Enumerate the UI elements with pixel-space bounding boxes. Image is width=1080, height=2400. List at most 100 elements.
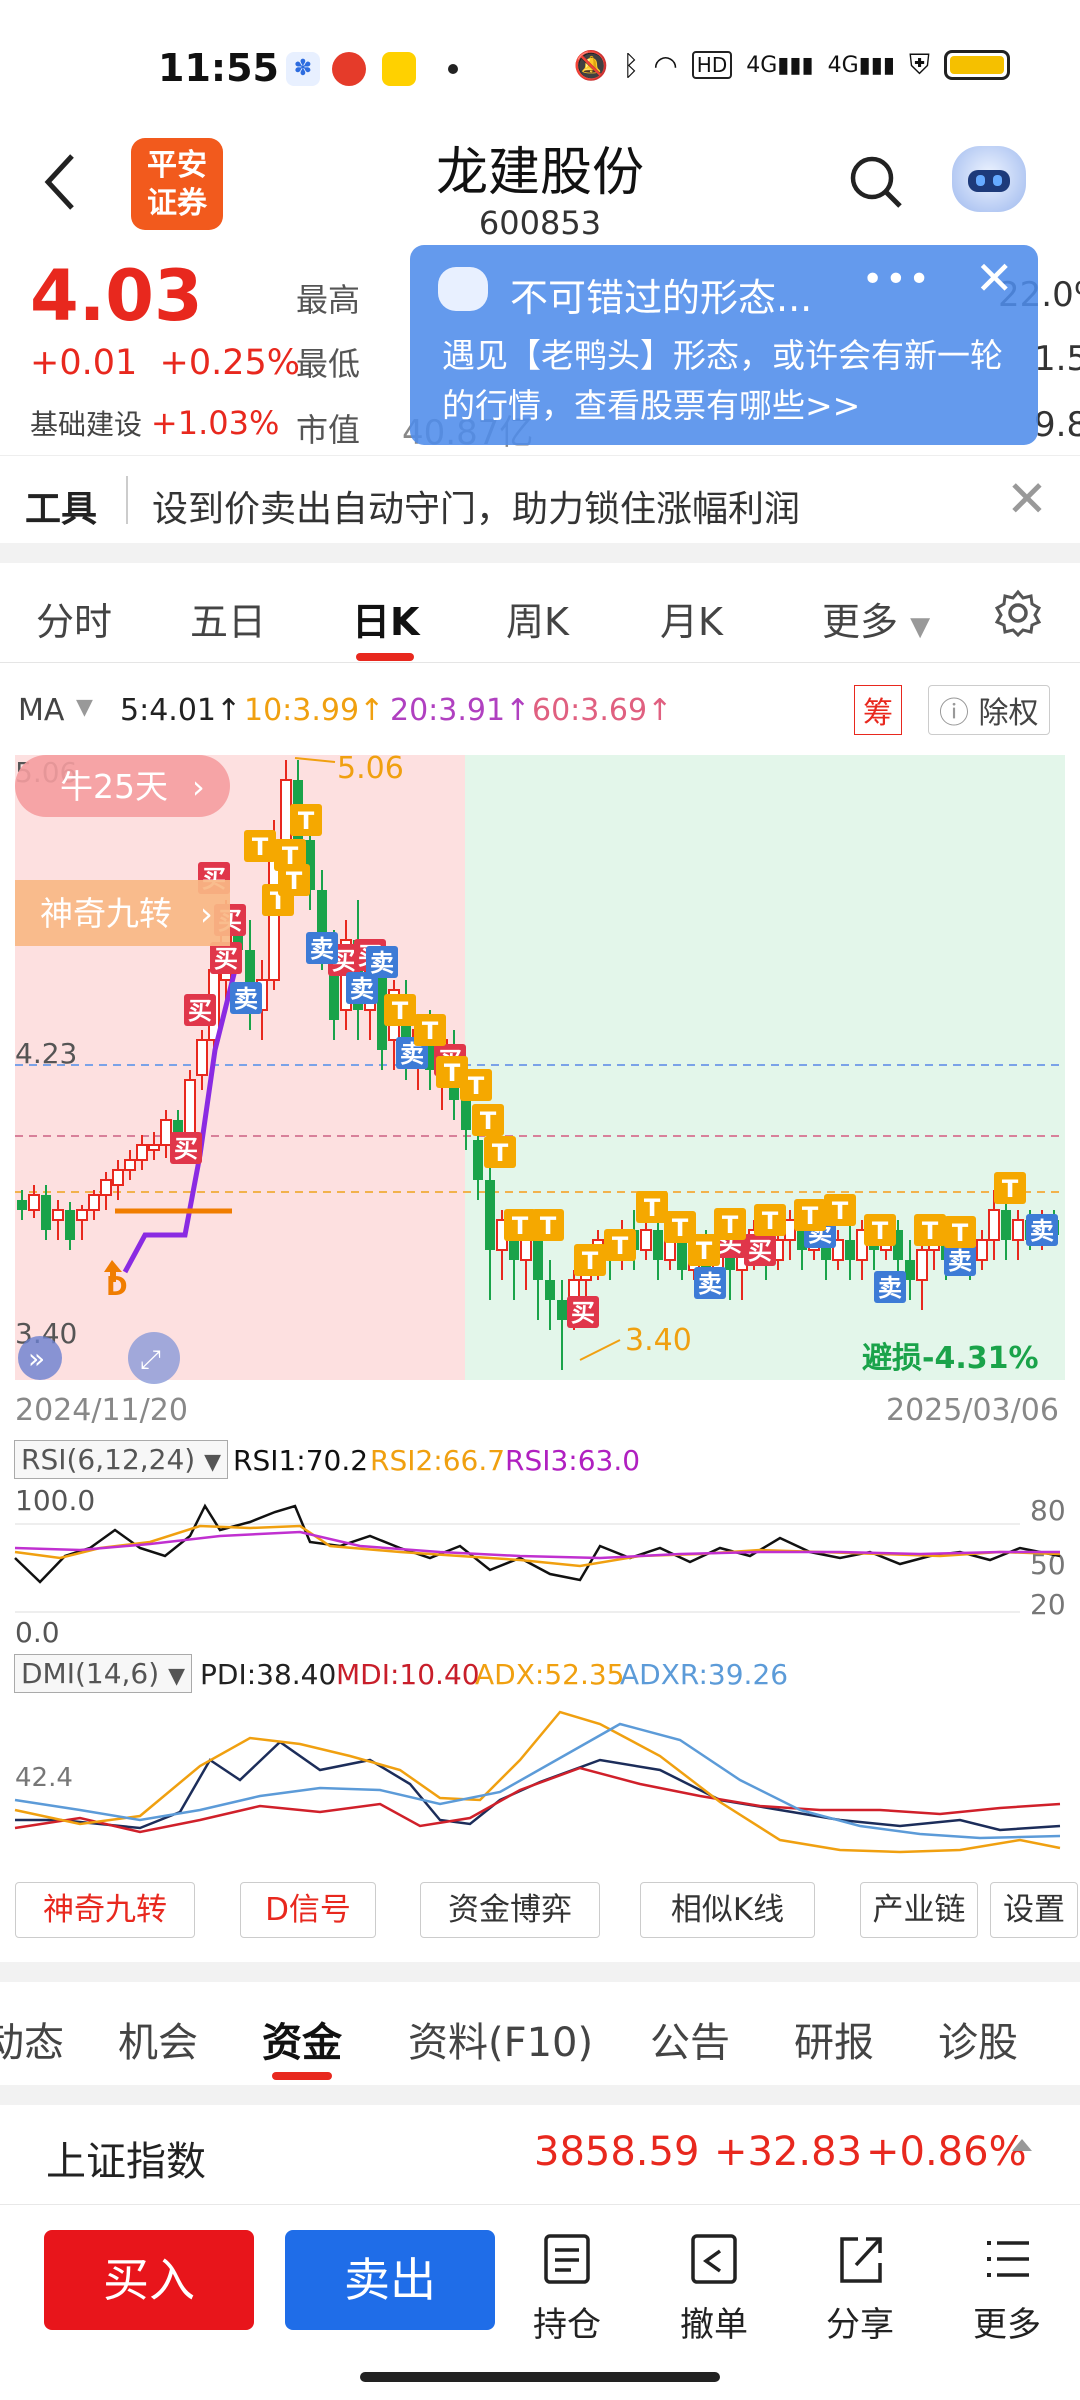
expand-up-icon[interactable]	[1012, 2139, 1032, 2151]
chip-d-signal[interactable]: D信号	[240, 1882, 376, 1938]
back-button[interactable]	[40, 150, 80, 225]
holdings-label: 持仓	[533, 2305, 601, 2345]
pdi-value: PDI:38.40	[200, 1658, 337, 1691]
pattern-popup[interactable]: 不可错过的形态... ••• ✕ 遇见【老鸭头】形态，或许会有新一轮的行情，查看…	[410, 245, 1038, 445]
adxr-line	[14, 1722, 1061, 1840]
candle-body	[377, 970, 387, 1050]
tab-diagnosis[interactable]: 诊股	[938, 2020, 1018, 2066]
stop-loss-label: 避损-4.31%	[862, 1341, 1039, 1376]
broker-logo[interactable]: 平安 证券	[131, 138, 223, 230]
nine-turn-badge[interactable]: 神奇九转	[40, 894, 172, 933]
dmi-legend[interactable]: DMI(14,6) ▼ PDI:38.40 MDI:10.40 ADX:52.3…	[0, 1654, 1080, 1699]
rsi-selector[interactable]: RSI(6,12,24) ▼	[14, 1440, 229, 1479]
bull-days-badge-bg[interactable]	[15, 755, 230, 817]
tab-dynamics[interactable]: 动态	[0, 2020, 64, 2066]
sell-signal-tag	[874, 1271, 906, 1303]
bull-zone	[15, 755, 465, 1380]
buy-button[interactable]: 买入	[44, 2230, 254, 2330]
mdi-line	[14, 1766, 1061, 1834]
tab-weekly-k[interactable]: 周K	[506, 600, 569, 644]
signal-tag-label: T	[512, 1212, 529, 1240]
adxr-value: ADXR:39.26	[620, 1658, 789, 1691]
chip-fund-game[interactable]: 资金博弈	[420, 1882, 600, 1938]
candle-body	[976, 1239, 988, 1261]
chip-similar-k[interactable]: 相似K线	[640, 1882, 815, 1938]
fullscreen-icon[interactable]	[128, 1332, 180, 1384]
signal-tag-label: T	[612, 1232, 629, 1260]
bull-days-badge[interactable]: 牛25天	[60, 767, 168, 806]
settings-gear-icon[interactable]	[994, 589, 1042, 637]
search-icon[interactable]	[848, 154, 904, 210]
date-end: 2025/03/06	[886, 1393, 1059, 1428]
more-button[interactable]: 更多	[957, 2233, 1057, 2346]
status-indicators: 🔕 ᛒ ◠ HD 4G▮▮▮ 4G▮▮▮ ⛨	[574, 48, 1010, 82]
assistant-robot-icon[interactable]	[952, 146, 1026, 212]
popup-body[interactable]: 遇见【老鸭头】形态，或许会有新一轮的行情，查看股票有哪些>>	[442, 336, 1003, 425]
chip-distribution-button[interactable]: 筹	[854, 685, 902, 735]
chip-nine-turn[interactable]: 神奇九转	[15, 1882, 195, 1938]
sell-signal-tag	[366, 946, 398, 978]
signal-tag-label: T	[802, 1202, 819, 1230]
signal-tags: 买买买买买买买买买买买卖卖卖卖卖卖卖卖卖卖TTTTTTTTTTTTTTTTTTT…	[170, 804, 1058, 1328]
ma5-value: 5:4.01↑	[120, 693, 242, 728]
index-change-pct: +0.86%	[866, 2129, 1027, 2175]
tab-more[interactable]: 更多 ▼	[822, 600, 931, 644]
chevron-left-icon	[44, 154, 74, 210]
tab-research[interactable]: 研报	[794, 2020, 874, 2066]
ma-dropdown-icon[interactable]: ▼	[76, 695, 93, 720]
candle-body	[196, 1039, 208, 1076]
cancel-order-icon	[691, 2234, 737, 2284]
info-icon: ⓘ	[939, 696, 969, 731]
tab-announcements[interactable]: 公告	[650, 2020, 730, 2066]
dmi-selector[interactable]: DMI(14,6) ▼	[14, 1654, 192, 1693]
popup-close-icon[interactable]: ✕	[975, 251, 1014, 305]
tab-five-day[interactable]: 五日	[190, 600, 267, 644]
candle-body	[533, 1240, 543, 1280]
section-divider	[0, 2085, 1080, 2105]
signal-tag-label: T	[1002, 1175, 1019, 1203]
high-marker: 5.06	[337, 751, 404, 786]
tab-intraday[interactable]: 分时	[36, 600, 113, 644]
tool-text[interactable]: 设到价卖出自动守门，助力锁住涨幅利润	[152, 489, 801, 530]
index-ticker[interactable]: 上证指数 3858.59 +32.83 +0.86%	[0, 2105, 1080, 2205]
candle-body	[832, 1239, 844, 1261]
chip-settings[interactable]: 设置	[990, 1882, 1078, 1938]
tab-f10[interactable]: 资料(F10)	[408, 2020, 594, 2066]
sell-button[interactable]: 卖出	[285, 2230, 495, 2330]
holdings-button[interactable]: 持仓	[517, 2233, 617, 2346]
close-icon[interactable]: ✕	[1006, 470, 1048, 528]
chevron-right-icon[interactable]: ›	[192, 768, 205, 806]
rsi1-line	[14, 1503, 1061, 1584]
rsi-legend[interactable]: RSI(6,12,24) ▼ RSI1:70.2 RSI2:66.7 RSI3:…	[0, 1440, 1080, 1485]
ma-legend[interactable]: MA ▼ 5:4.01↑ 10:3.99↑ 20:3.91↑ 60:3.69↑ …	[0, 685, 1080, 740]
tab-monthly-k[interactable]: 月K	[660, 600, 723, 644]
kline-chart[interactable]: 买买买买买买买买买买买卖卖卖卖卖卖卖卖卖卖TTTTTTTTTTTTTTTTTTT…	[0, 740, 1080, 1390]
t-signal-tag	[688, 1234, 720, 1266]
tab-opportunity[interactable]: 机会	[118, 2020, 198, 2066]
candle-body	[461, 1100, 471, 1130]
ex-rights-button[interactable]: ⓘ 除权	[928, 685, 1050, 735]
share-button[interactable]: 分享	[810, 2233, 910, 2346]
chip-industry-chain[interactable]: 产业链	[860, 1882, 978, 1938]
home-indicator[interactable]	[360, 2372, 720, 2382]
expand-left-icon[interactable]	[18, 1336, 62, 1380]
candle-body	[401, 1000, 411, 1060]
cancel-order-button[interactable]: 撤单	[664, 2233, 764, 2346]
tab-daily-k[interactable]: 日K	[352, 600, 420, 644]
nine-turn-badge-bg[interactable]	[15, 880, 230, 946]
popup-more-icon[interactable]: •••	[862, 259, 932, 300]
kline-tabs: 分时 五日 日K 周K 月K 更多 ▼	[0, 563, 1080, 663]
candle-body	[893, 1230, 903, 1260]
candle-body	[677, 1240, 687, 1270]
sector-change[interactable]: 基础建设 +1.03%	[30, 404, 280, 442]
chevron-right-icon[interactable]: ›	[200, 895, 213, 933]
signal-tag-label: 卖	[1030, 1217, 1054, 1245]
mute-icon: 🔕	[573, 48, 609, 82]
signal-tag-label: T	[252, 833, 269, 861]
tab-funds[interactable]: 资金	[262, 2020, 342, 2066]
signal-tag-label: 买	[174, 1135, 198, 1163]
rsi-level-80: 80	[1030, 1494, 1066, 1527]
detail-tabs: 动态 机会 资金 资料(F10) 公告 研报 诊股	[0, 1982, 1080, 2082]
tool-banner[interactable]: 工具 设到价卖出自动守门，助力锁住涨幅利润 ✕	[0, 455, 1080, 543]
signal-tag-label: 卖	[350, 975, 374, 1003]
